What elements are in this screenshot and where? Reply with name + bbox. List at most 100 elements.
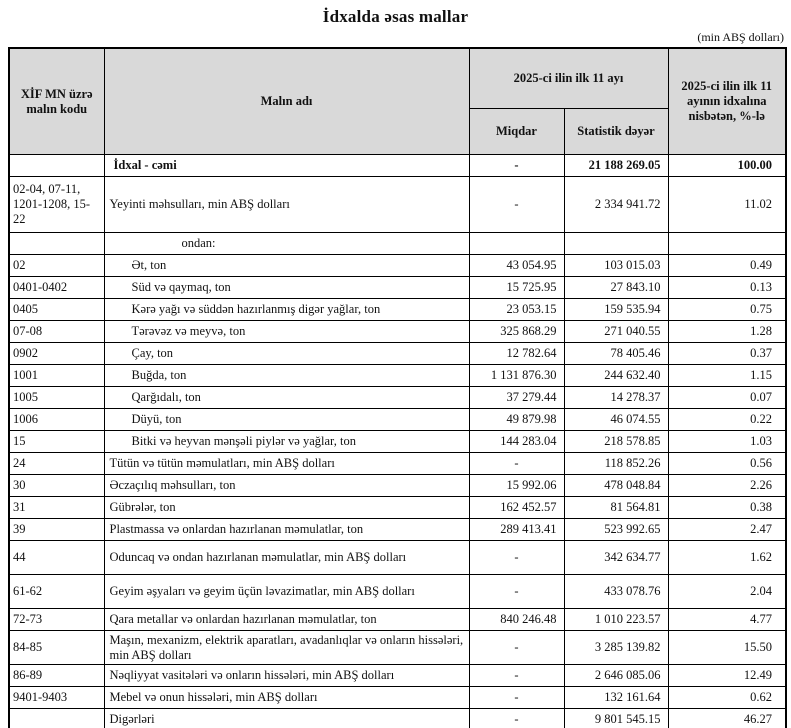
value-cell: 2 334 941.72 — [563, 176, 669, 233]
name-cell: Tütün və tütün məmulatları, min ABŞ doll… — [103, 452, 470, 475]
code-cell: 1006 — [8, 408, 105, 431]
code-cell: 1005 — [8, 386, 105, 409]
code-cell: 31 — [8, 496, 105, 519]
share-cell: 1.62 — [667, 540, 787, 575]
share-cell: 1.15 — [667, 364, 787, 387]
qty-cell: - — [468, 574, 565, 609]
share-cell: 0.75 — [667, 298, 787, 321]
share-cell: 1.28 — [667, 320, 787, 343]
table-row: 1006 Düyü, ton 49 879.98 46 074.55 0.22 — [8, 408, 787, 431]
value-cell: 78 405.46 — [563, 342, 669, 365]
qty-cell: 840 246.48 — [468, 608, 565, 631]
code-cell: 9401-9403 — [8, 686, 105, 709]
value-cell: 27 843.10 — [563, 276, 669, 299]
value-cell: 46 074.55 — [563, 408, 669, 431]
value-cell: 478 048.84 — [563, 474, 669, 497]
share-cell: 0.37 — [667, 342, 787, 365]
qty-cell: - — [468, 176, 565, 233]
qty-cell: - — [468, 452, 565, 475]
share-cell: 0.62 — [667, 686, 787, 709]
qty-cell: - — [468, 708, 565, 728]
table-row: 84-85 Maşın, mexanizm, elektrik aparatlar… — [8, 630, 787, 665]
name-cell: Maşın, mexanizm, elektrik aparatları, av… — [103, 630, 470, 665]
qty-cell: 12 782.64 — [468, 342, 565, 365]
qty-cell: - — [468, 664, 565, 687]
table-row: 0902 Çay, ton 12 782.64 78 405.46 0.37 — [8, 342, 787, 365]
name-cell: Geyim əşyaları və geyim üçün ləvazimatla… — [103, 574, 470, 609]
qty-cell: 15 725.95 — [468, 276, 565, 299]
value-cell: 1 010 223.57 — [563, 608, 669, 631]
qty-cell: 43 054.95 — [468, 254, 565, 277]
qty-cell: 37 279.44 — [468, 386, 565, 409]
table-row: 61-62 Geyim əşyaları və geyim üçün ləvazi… — [8, 574, 787, 609]
header-code: XİF MN üzrə malın kodu — [8, 47, 105, 155]
code-cell: 0401-0402 — [8, 276, 105, 299]
table-row: 39 Plastmassa və onlardan hazırlanan məmu… — [8, 518, 787, 541]
page-title: İdxalda əsas mallar — [322, 7, 469, 26]
share-cell: 46.27 — [667, 708, 787, 728]
value-cell: 523 992.65 — [563, 518, 669, 541]
qty-cell: - — [468, 630, 565, 665]
table-row: 02 Ət, ton 43 054.95 103 015.03 0.49 — [8, 254, 787, 277]
code-cell: 1001 — [8, 364, 105, 387]
name-cell: Çay, ton — [103, 342, 470, 365]
code-cell: 44 — [8, 540, 105, 575]
name-cell: Digərləri — [103, 708, 470, 728]
code-cell: 15 — [8, 430, 105, 453]
value-cell: 9 801 545.15 — [563, 708, 669, 728]
code-cell: 02-04, 07-11, 1201-1208, 15-22 — [8, 176, 105, 233]
name-cell: Buğda, ton — [103, 364, 470, 387]
table-row: 0401-0402 Süd və qaymaq, ton 15 725.95 27 8… — [8, 276, 787, 299]
share-cell: 11.02 — [667, 176, 787, 233]
code-cell: 07-08 — [8, 320, 105, 343]
share-cell: 0.07 — [667, 386, 787, 409]
value-cell: 132 161.64 — [563, 686, 669, 709]
table-header: XİF MN üzrə malın kodu Malın adı 2025-ci… — [8, 47, 787, 155]
share-cell: 0.49 — [667, 254, 787, 277]
table-row: 72-73 Qara metallar və onlardan hazırlana… — [8, 608, 787, 631]
qty-cell: 144 283.04 — [468, 430, 565, 453]
value-cell: 271 040.55 — [563, 320, 669, 343]
name-cell: Kərə yağı və süddən hazırlanmış digər ya… — [103, 298, 470, 321]
table-row: 0405 Kərə yağı və süddən hazırlanmış digə… — [8, 298, 787, 321]
share-cell: 15.50 — [667, 630, 787, 665]
value-cell: 14 278.37 — [563, 386, 669, 409]
qty-cell: 1 131 876.30 — [468, 364, 565, 387]
code-cell: 84-85 — [8, 630, 105, 665]
share-cell: 2.26 — [667, 474, 787, 497]
name-cell: Süd və qaymaq, ton — [103, 276, 470, 299]
code-cell: 39 — [8, 518, 105, 541]
table-row: 24 Tütün və tütün məmulatları, min ABŞ do… — [8, 452, 787, 475]
qty-cell: 49 879.98 — [468, 408, 565, 431]
qty-cell: - — [468, 154, 565, 177]
table-row: 31 Gübrələr, ton 162 452.57 81 564.81 0.38 — [8, 496, 787, 519]
code-cell: 02 — [8, 254, 105, 277]
share-cell: 0.22 — [667, 408, 787, 431]
value-cell: 3 285 139.82 — [563, 630, 669, 665]
table-row: 15 Bitki və heyvan mənşəli piylər və yağl… — [8, 430, 787, 453]
header-share: 2025-ci ilin ilk 11 ayının idxalına nisb… — [667, 47, 787, 155]
name-cell: Düyü, ton — [103, 408, 470, 431]
value-cell: 2 646 085.06 — [563, 664, 669, 687]
table-row: 30 Əczaçılıq məhsulları, ton 15 992.06 478 … — [8, 474, 787, 497]
value-cell: 159 535.94 — [563, 298, 669, 321]
name-cell: Bitki və heyvan mənşəli piylər və yağlar… — [103, 430, 470, 453]
qty-cell: 162 452.57 — [468, 496, 565, 519]
name-cell: Oduncaq və ondan hazırlanan məmulatlar, … — [103, 540, 470, 575]
table-row: 07-08 Tərəvəz və meyvə, ton 325 868.29 271 … — [8, 320, 787, 343]
value-cell: 103 015.03 — [563, 254, 669, 277]
table-row: 1001 Buğda, ton 1 131 876.30 244 632.40 1.15 — [8, 364, 787, 387]
code-cell: 0405 — [8, 298, 105, 321]
share-cell: 2.47 — [667, 518, 787, 541]
name-cell: Plastmassa və onlardan hazırlanan məmula… — [103, 518, 470, 541]
value-cell: 342 634.77 — [563, 540, 669, 575]
table-row: 1005 Qarğıdalı, ton 37 279.44 14 278.37 0.07 — [8, 386, 787, 409]
share-cell: 2.04 — [667, 574, 787, 609]
qty-cell: 325 868.29 — [468, 320, 565, 343]
name-cell: Qara metallar və onlardan hazırlanan məm… — [103, 608, 470, 631]
header-quantity: Miqdar — [468, 108, 565, 155]
name-cell: Tərəvəz və meyvə, ton — [103, 320, 470, 343]
share-cell: 0.13 — [667, 276, 787, 299]
value-cell: 81 564.81 — [563, 496, 669, 519]
